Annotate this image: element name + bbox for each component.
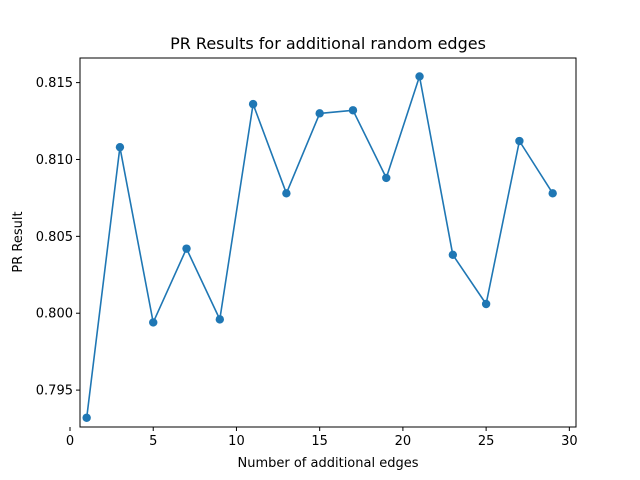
x-tick-label: 10	[228, 434, 245, 449]
data-point	[282, 189, 291, 198]
data-point	[515, 136, 524, 146]
data-point	[548, 189, 557, 198]
x-tick-label: 15	[311, 434, 328, 449]
y-tick-label: 0.805	[36, 230, 73, 245]
y-tick-label: 0.800	[36, 307, 73, 322]
data-point	[481, 299, 491, 309]
x-axis: 0 5 10 15 20 25 30	[66, 427, 578, 449]
data-point	[82, 413, 91, 422]
y-axis-label: PR Result	[11, 211, 26, 272]
series-layer	[82, 72, 557, 422]
chart-title: PR Results for additional random edges	[170, 34, 486, 53]
data-point	[315, 109, 324, 118]
x-axis-label: Number of additional edges	[238, 456, 419, 471]
x-tick-label: 0	[66, 434, 74, 449]
data-point	[448, 250, 458, 259]
y-tick-label: 0.795	[36, 384, 73, 399]
plot-area	[79, 57, 577, 428]
y-axis: 0.795 0.800 0.805 0.810 0.815	[36, 76, 80, 399]
y-tick-label: 0.815	[36, 76, 73, 91]
x-tick-label: 25	[478, 434, 495, 449]
data-point	[149, 318, 158, 327]
y-tick-label: 0.810	[36, 153, 73, 168]
x-tick-label: 5	[149, 434, 157, 449]
data-point	[348, 106, 358, 115]
x-tick-label: 30	[561, 434, 578, 449]
data-point	[115, 142, 125, 152]
x-tick-label: 20	[395, 434, 412, 449]
data-point	[215, 315, 225, 324]
data-point	[182, 244, 191, 253]
data-point	[248, 99, 258, 109]
data-point	[415, 72, 424, 81]
data-point	[382, 173, 391, 183]
